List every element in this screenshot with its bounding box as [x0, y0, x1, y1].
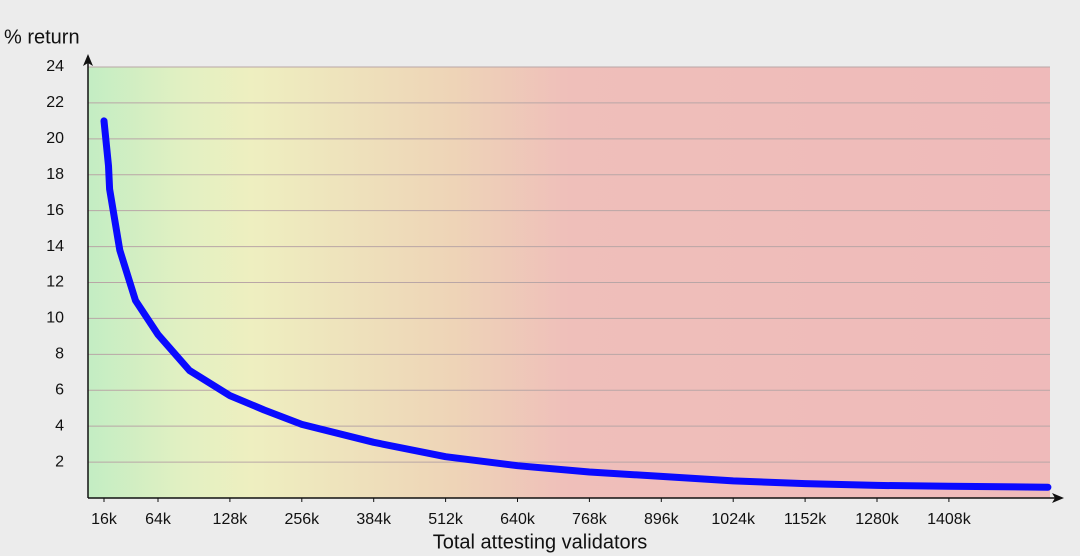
y-tick-label: 8 — [55, 346, 64, 363]
y-tick-label: 2 — [55, 453, 64, 470]
y-tick-label: 16 — [46, 202, 64, 219]
y-tick-label: 22 — [46, 94, 64, 111]
x-tick-label: 1024k — [711, 511, 756, 528]
y-tick-label: 4 — [55, 417, 64, 434]
x-tick-label: 896k — [644, 511, 680, 528]
x-tick-label: 512k — [428, 511, 464, 528]
y-tick-label: 20 — [46, 130, 64, 147]
line-series — [100, 117, 1052, 491]
x-tick-label: 640k — [500, 511, 536, 528]
y-tick-label: 10 — [46, 310, 64, 327]
y-axis-title: % return — [4, 26, 80, 48]
y-tick-label: 18 — [46, 166, 64, 183]
y-tick-label: 24 — [46, 58, 64, 75]
x-tick-label: 128k — [213, 511, 249, 528]
x-tick-label: 64k — [145, 511, 172, 528]
x-tick-label: 1408k — [927, 511, 972, 528]
y-tick-label: 14 — [46, 238, 64, 255]
x-tick-label: 1152k — [784, 511, 827, 528]
x-tick-label: 16k — [91, 511, 118, 528]
x-axis-arrow — [1052, 493, 1064, 503]
y-tick-label: 12 — [46, 274, 64, 291]
x-tick-label: 768k — [572, 511, 608, 528]
x-tick-label: 384k — [356, 511, 392, 528]
y-axis-arrow — [83, 54, 93, 66]
x-axis-title: Total attesting validators — [433, 531, 648, 553]
y-tick-label: 6 — [55, 381, 64, 398]
x-tick-label: 256k — [284, 511, 320, 528]
x-tick-label: 1280k — [855, 511, 900, 528]
